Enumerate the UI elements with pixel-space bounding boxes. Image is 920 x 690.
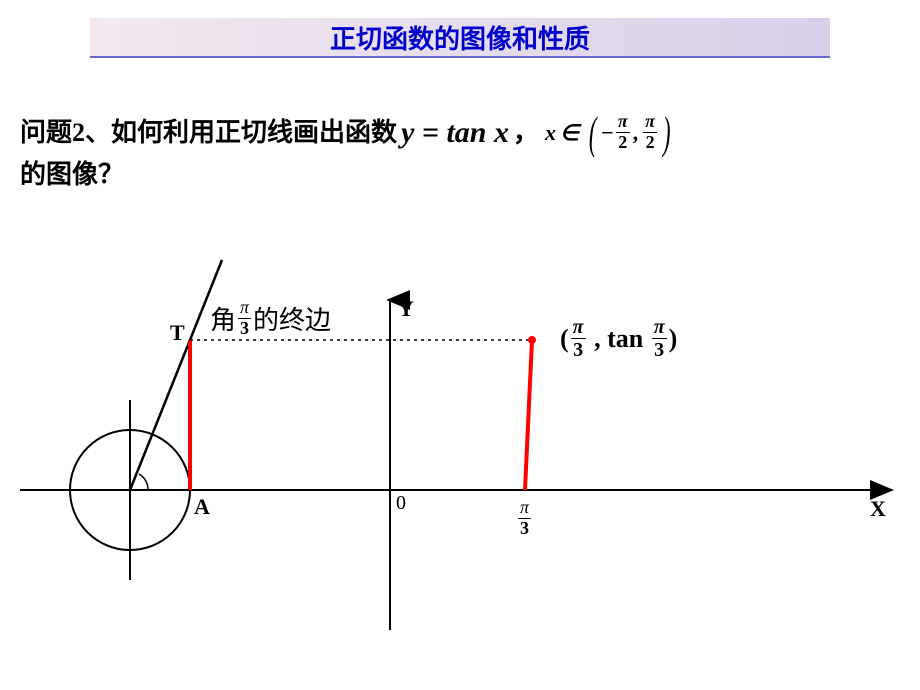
label-T: T [170,320,185,346]
terminal-word2: 的终边 [253,300,331,337]
tangent-diagram [0,0,920,690]
label-A: A [194,494,210,520]
pl-den2: 3 [652,339,667,361]
terminal-side [130,260,222,490]
pl-den1: 3 [571,339,586,361]
tan-value-segment [525,340,532,490]
label-point-coords: ( π 3 , tan π 3 ) [560,316,677,361]
pl-open: ( [560,324,569,354]
label-origin: 0 [396,492,406,515]
terminal-word1: 角 [210,300,236,337]
pl-mid: , tan [588,324,650,354]
label-tick-pi3: π 3 [518,498,531,539]
pl-num1: π [571,316,586,339]
pl-num2: π [652,316,667,339]
angle-arc [139,474,148,490]
tick-den: 3 [518,519,531,539]
terminal-den: 3 [238,319,251,339]
label-terminal: 角 π 3 的终边 [210,298,331,339]
terminal-num: π [238,298,251,319]
tick-num: π [518,498,531,519]
pl-close: ) [669,324,678,354]
label-X: X [870,496,886,522]
label-Y: Y [398,296,414,322]
